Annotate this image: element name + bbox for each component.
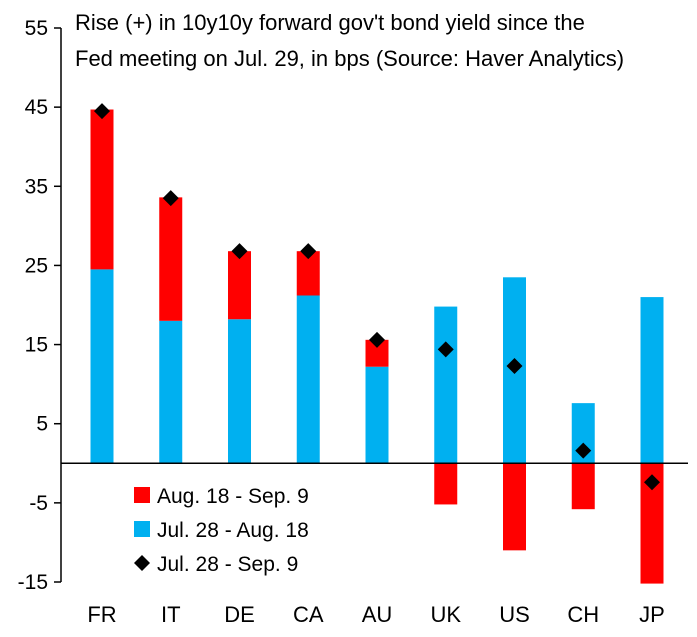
bar-aug18-sep9 <box>228 251 251 320</box>
bar-aug18-sep9 <box>503 463 526 551</box>
bar-aug18-sep9 <box>296 251 320 296</box>
bar-aug18-sep9 <box>434 463 458 505</box>
bar-aug18-sep9 <box>159 197 183 321</box>
bar-aug18-sep9 <box>365 339 389 367</box>
legend-swatch <box>134 521 150 537</box>
y-tick-label: 5 <box>36 413 48 436</box>
y-tick-label: -15 <box>18 571 48 594</box>
y-tick-label: 55 <box>25 17 48 40</box>
y-tick-label: -5 <box>29 492 48 515</box>
x-tick-label: FR <box>87 602 116 627</box>
x-tick-labels: FR IT DE CA AU UK US CH JP <box>87 602 665 627</box>
marker-jul28-sep9 <box>231 243 248 260</box>
marker-jul28-sep9 <box>644 474 660 491</box>
chart-title-line-1: Rise (+) in 10y10y forward gov't bond yi… <box>75 10 585 35</box>
bar-jul28-aug18 <box>159 320 183 464</box>
x-tick-label: CH <box>567 602 599 627</box>
y-tick-label: 45 <box>25 96 48 119</box>
x-tick-label: AU <box>362 602 393 627</box>
x-tick-label: US <box>499 602 530 627</box>
y-ticks: -15 -5 5 15 25 35 45 55 <box>18 17 61 594</box>
bar-jul28-aug18 <box>365 366 389 464</box>
x-tick-label: IT <box>161 602 181 627</box>
bar-jul28-aug18 <box>90 269 114 464</box>
legend: Aug. 18 - Sep. 9 Jul. 28 - Aug. 18 Jul. 28… <box>134 485 309 576</box>
y-tick-label: 25 <box>25 254 48 277</box>
y-tick-label: 15 <box>25 334 48 357</box>
bar-jul28-aug18 <box>228 319 251 464</box>
bar-jul28-aug18 <box>434 306 458 464</box>
chart-title-line-2: Fed meeting on Jul. 29, in bps (Source: … <box>75 46 624 71</box>
marker-jul28-sep9 <box>162 190 179 207</box>
legend-label: Jul. 28 - Sep. 9 <box>157 553 298 576</box>
legend-swatch <box>134 487 150 503</box>
marker-jul28-sep9 <box>575 442 592 459</box>
y-tick-label: 35 <box>25 175 48 198</box>
legend-swatch <box>134 555 150 571</box>
marker-jul28-sep9 <box>506 357 523 374</box>
bar-jul28-aug18 <box>296 295 320 464</box>
bars-layer <box>90 109 664 584</box>
bar-aug18-sep9 <box>571 463 595 510</box>
bar-aug18-sep9 <box>90 109 114 270</box>
bar-aug18-sep9 <box>640 463 664 584</box>
marker-jul28-sep9 <box>300 243 317 260</box>
marker-jul28-sep9 <box>437 341 454 358</box>
marker-jul28-sep9 <box>94 103 110 120</box>
bar-jul28-aug18 <box>640 297 664 464</box>
markers-layer <box>94 103 660 491</box>
x-tick-label: JP <box>639 602 665 627</box>
x-tick-label: UK <box>430 602 461 627</box>
legend-label: Jul. 28 - Aug. 18 <box>157 519 309 542</box>
bar-jul28-aug18 <box>571 403 595 464</box>
x-tick-label: DE <box>224 602 255 627</box>
legend-label: Aug. 18 - Sep. 9 <box>157 485 309 508</box>
marker-jul28-sep9 <box>369 331 385 348</box>
x-tick-label: CA <box>293 602 324 627</box>
